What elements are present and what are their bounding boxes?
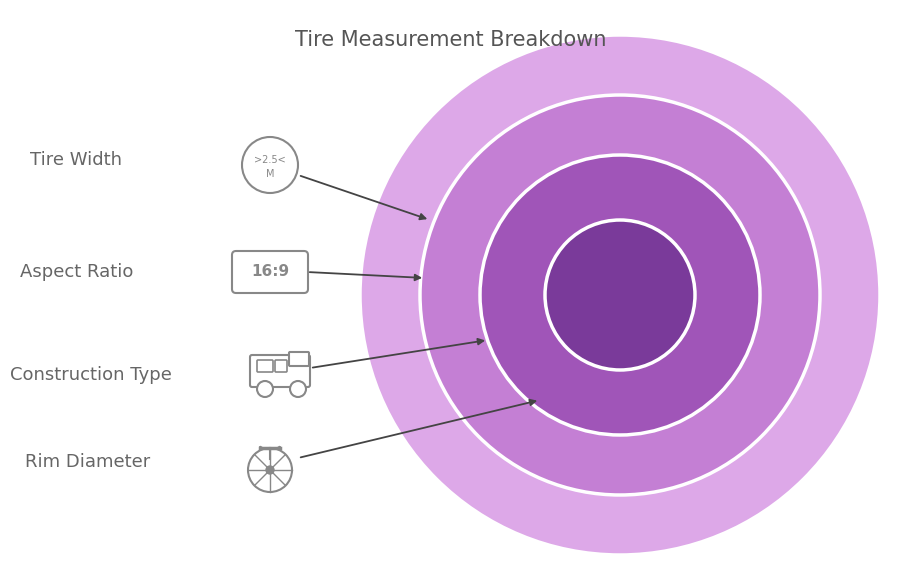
- Text: Tire Width: Tire Width: [30, 151, 122, 169]
- Text: Construction Type: Construction Type: [10, 366, 172, 384]
- Text: Aspect Ratio: Aspect Ratio: [20, 263, 133, 281]
- FancyBboxPatch shape: [250, 355, 310, 387]
- Text: >2.5<: >2.5<: [254, 155, 286, 165]
- Circle shape: [360, 35, 880, 555]
- Text: Tire Measurement Breakdown: Tire Measurement Breakdown: [295, 30, 607, 50]
- Circle shape: [480, 155, 760, 435]
- Circle shape: [266, 466, 274, 474]
- Circle shape: [290, 381, 306, 397]
- Text: M: M: [266, 169, 274, 179]
- FancyBboxPatch shape: [232, 251, 308, 293]
- FancyBboxPatch shape: [289, 352, 309, 366]
- FancyBboxPatch shape: [275, 360, 287, 372]
- Text: Rim Diameter: Rim Diameter: [25, 453, 151, 471]
- FancyBboxPatch shape: [257, 360, 273, 372]
- Circle shape: [545, 220, 695, 370]
- Circle shape: [257, 381, 273, 397]
- Circle shape: [248, 448, 292, 492]
- Circle shape: [420, 95, 820, 495]
- Text: 16:9: 16:9: [251, 265, 289, 279]
- Circle shape: [242, 137, 298, 193]
